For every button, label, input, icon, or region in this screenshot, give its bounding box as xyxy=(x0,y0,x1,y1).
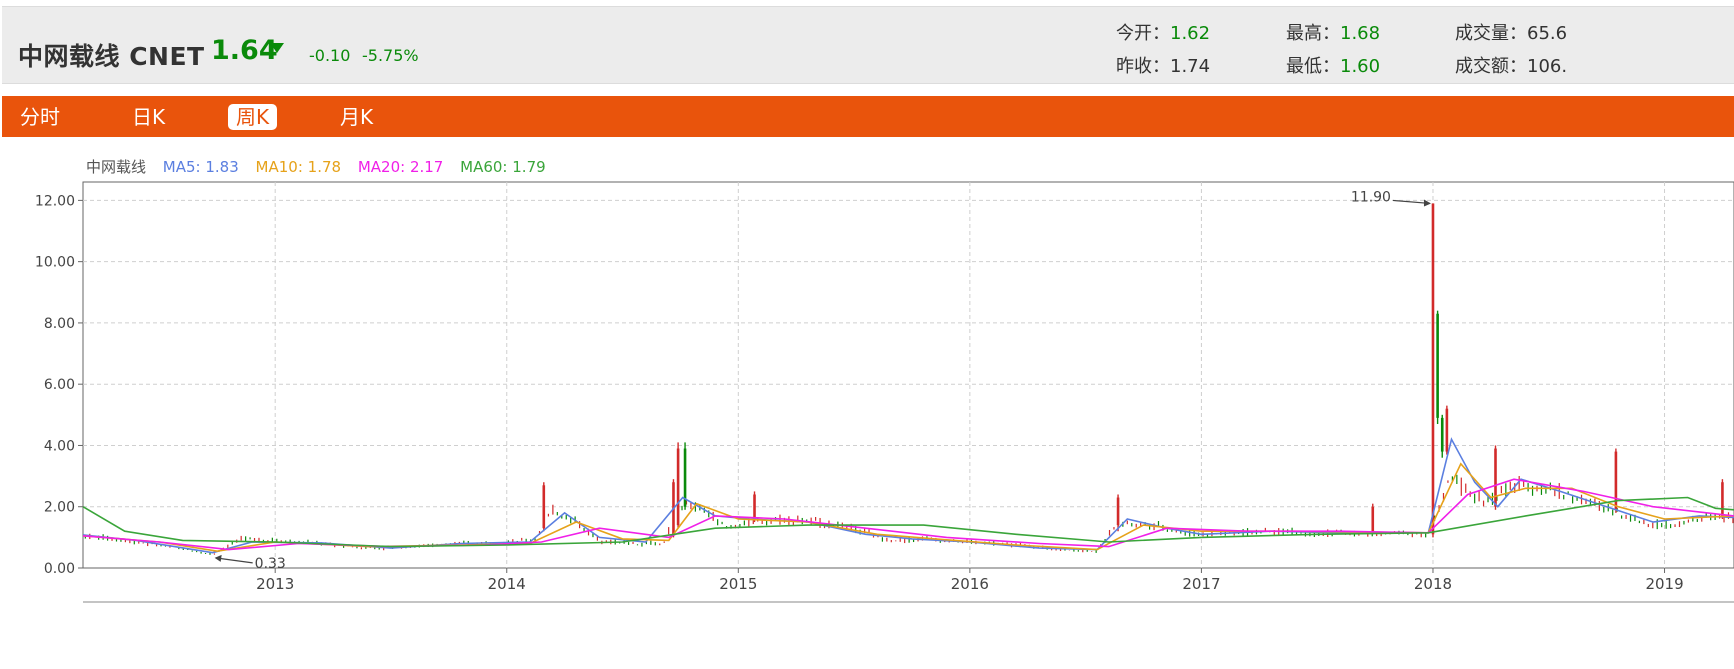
spike-candle-body xyxy=(1494,448,1497,507)
plot-frame xyxy=(82,181,1734,569)
legend-ma60: MA60: 1.79 xyxy=(460,158,546,176)
chart-legend: 中网载线 MA5: 1.83 MA10: 1.78 MA20: 2.17 MA6… xyxy=(86,156,558,177)
period-tab-bar: 分时 日K 周K 月K xyxy=(2,96,1734,137)
stock-name: 中网载线 CNET xyxy=(18,42,205,71)
spike-candle-body xyxy=(753,494,756,519)
annotation-high-label: 11.90 xyxy=(1351,189,1391,205)
spike-candle-body xyxy=(542,485,546,529)
ma-line-ma60 xyxy=(82,496,1734,548)
x-tick-label: 2016 xyxy=(951,575,989,593)
stat-turnover: 成交额：106. xyxy=(1455,52,1567,78)
x-tick-label: 2014 xyxy=(488,575,526,593)
annotation-arrowhead-high xyxy=(1423,199,1431,207)
stat-turnover-label: 成交额： xyxy=(1455,56,1527,77)
x-tick-label: 2018 xyxy=(1414,575,1452,593)
stat-prev-close-label: 昨收： xyxy=(1116,56,1170,77)
x-tick-label: 2013 xyxy=(256,575,294,593)
annotation-arrow-low xyxy=(215,557,253,564)
legend-ma5: MA5: 1.83 xyxy=(162,158,239,176)
y-tick-label: 4.00 xyxy=(44,438,75,454)
y-tick-label: 10.00 xyxy=(35,255,75,271)
tab-monthly-k[interactable]: 月K xyxy=(340,105,374,129)
y-tick-label: 6.00 xyxy=(44,377,75,393)
stat-open-label: 今开： xyxy=(1116,23,1170,44)
legend-ma10: MA10: 1.78 xyxy=(255,158,342,176)
stat-high: 最高：1.68 xyxy=(1286,19,1380,45)
stat-low: 最低：1.60 xyxy=(1286,52,1380,78)
x-tick-label: 2017 xyxy=(1182,575,1220,593)
ma-line-ma5 xyxy=(82,437,1734,554)
spike-candle-body xyxy=(1436,313,1439,418)
spike-candle-body xyxy=(1445,408,1449,452)
spike-candle-body xyxy=(1440,417,1444,452)
x-tick-label: 2015 xyxy=(719,575,757,593)
y-tick-label: 12.00 xyxy=(35,193,75,209)
stat-volume-value: 65.6 xyxy=(1527,23,1568,44)
spike-candle-body xyxy=(1116,497,1120,526)
y-tick-label: 2.00 xyxy=(44,500,75,516)
annotation-arrowhead-low xyxy=(214,554,222,562)
spike-candle-body xyxy=(1721,482,1724,516)
stock-price: 1.64 xyxy=(211,35,278,66)
quote-header: 中网载线 CNET 1.64 -0.10 -5.75% 今开：1.62 昨收：1… xyxy=(2,6,1734,84)
spike-candle-body xyxy=(1614,451,1618,510)
stat-high-label: 最高： xyxy=(1286,23,1340,44)
tab-weekly-k[interactable]: 周K xyxy=(228,104,278,130)
stat-open: 今开：1.62 xyxy=(1116,19,1210,45)
stat-prev-close-value: 1.74 xyxy=(1170,56,1211,77)
spike-candle-body xyxy=(683,448,687,507)
down-arrow-icon xyxy=(270,43,284,53)
spike-candle-body xyxy=(676,448,680,526)
stat-low-label: 最低： xyxy=(1286,56,1340,77)
stat-volume: 成交量：65.6 xyxy=(1455,19,1567,45)
price-change-percent: -5.75% xyxy=(362,46,419,65)
y-tick-label: 0.00 xyxy=(44,561,75,577)
stat-prev-close: 昨收：1.74 xyxy=(1116,52,1210,78)
tab-intraday[interactable]: 分时 xyxy=(20,105,60,129)
stat-turnover-value: 106. xyxy=(1527,56,1568,77)
tab-daily-k[interactable]: 日K xyxy=(132,105,166,129)
stat-low-value: 1.60 xyxy=(1340,56,1381,77)
spike-candle-body xyxy=(1371,506,1375,532)
y-tick-label: 8.00 xyxy=(44,316,75,332)
annotation-low-label: 0.33 xyxy=(255,556,286,572)
stat-open-value: 1.62 xyxy=(1170,23,1211,44)
price-change: -0.10 xyxy=(309,46,351,65)
legend-stock-name: 中网载线 xyxy=(86,158,147,176)
spike-candle-body xyxy=(1431,203,1435,535)
x-tick-label: 2019 xyxy=(1645,575,1683,593)
stat-high-value: 1.68 xyxy=(1340,23,1381,44)
legend-ma20: MA20: 2.17 xyxy=(357,158,444,176)
annotation-arrow-high xyxy=(1392,199,1431,205)
stat-volume-label: 成交量： xyxy=(1455,23,1527,44)
